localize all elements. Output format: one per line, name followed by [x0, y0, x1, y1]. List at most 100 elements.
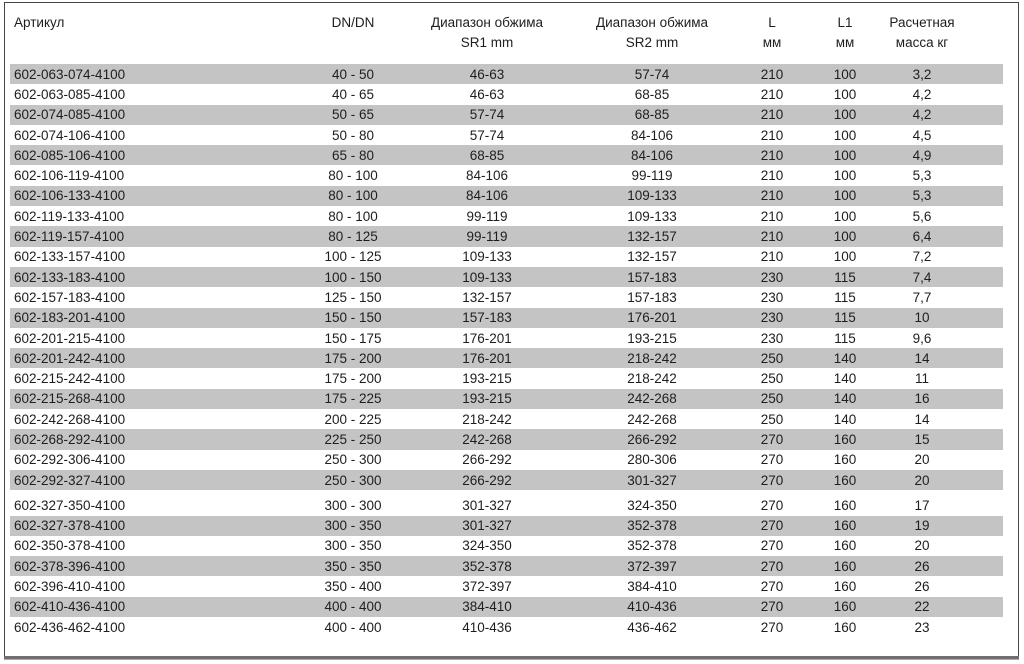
table-row: 602-292-327-4100 250 - 300 266-292 301-327 2…	[10, 469, 1003, 491]
cell-l1: 160	[833, 497, 857, 513]
cell-article: 602-133-183-4100	[14, 269, 126, 285]
column-header-mass-line1: Расчетная	[889, 15, 955, 30]
cell-sr1: 157-183	[462, 310, 512, 326]
cell-l: 210	[760, 147, 784, 163]
cell-sr2: 372-397	[627, 558, 677, 574]
cell-dn: 150 - 175	[324, 330, 382, 346]
cell-l: 270	[760, 579, 784, 595]
column-header-dn-line1: DN/DN	[331, 15, 375, 30]
group-spacer	[10, 490, 1003, 496]
table-row: 602-292-306-4100 250 - 300 266-292 280-306 2…	[10, 449, 1003, 470]
cell-dn: 80 - 100	[328, 188, 378, 204]
cell-article: 602-292-306-4100	[14, 452, 126, 468]
cell-dn: 80 - 125	[328, 229, 378, 245]
cell-sr1: 46-63	[469, 86, 505, 102]
cell-sr1: 324-350	[462, 538, 512, 554]
cell-article: 602-396-410-4100	[14, 579, 126, 595]
cell-mass: 4,5	[912, 127, 932, 143]
cell-mass: 14	[914, 350, 930, 366]
cell-article: 602-106-119-4100	[14, 168, 125, 184]
cell-sr1: 176-201	[462, 330, 512, 346]
cell-dn: 350 - 350	[324, 558, 382, 574]
column-header-l1-line1: L1	[837, 15, 853, 30]
cell-l: 250	[760, 371, 784, 387]
cell-sr2: 352-378	[627, 538, 677, 554]
cell-l1: 160	[833, 518, 857, 534]
table-row: 602-327-350-4100 300 - 300 301-327 324-350 2…	[10, 495, 1003, 516]
cell-mass: 26	[914, 558, 930, 574]
cell-sr2: 352-378	[627, 518, 677, 534]
cell-article: 602-063-074-4100	[14, 66, 126, 82]
cell-l1: 140	[833, 411, 857, 427]
cell-sr1: 109-133	[462, 249, 512, 265]
cell-article: 602-133-157-4100	[14, 249, 126, 265]
cell-l1: 115	[834, 310, 856, 326]
cell-l: 230	[760, 289, 784, 305]
cell-dn: 100 - 125	[324, 249, 382, 265]
cell-l: 210	[760, 229, 784, 245]
cell-sr2: 266-292	[627, 431, 677, 447]
cell-article: 602-410-436-4100	[14, 599, 126, 615]
cell-sr1: 109-133	[462, 269, 512, 285]
column-header-sr1: Диапазон обжима SR1 mm	[406, 13, 568, 53]
cell-sr2: 84-106	[630, 147, 674, 163]
cell-mass: 4,9	[912, 147, 932, 163]
cell-l1: 140	[833, 350, 857, 366]
cell-l1: 160	[833, 538, 857, 554]
cell-l: 250	[760, 391, 784, 407]
cell-dn: 150 - 150	[324, 310, 382, 326]
cell-article: 602-119-157-4100	[14, 229, 125, 245]
table-row: 602-119-133-4100 80 - 100 99-119 109-133 210…	[10, 206, 1003, 227]
column-header-dn: DN/DN	[300, 13, 406, 53]
column-header-sr1-line1: Диапазон обжима	[430, 15, 544, 30]
cell-article: 602-119-133-4100	[14, 208, 125, 224]
cell-mass: 5,3	[912, 168, 932, 184]
cell-article: 602-242-268-4100	[14, 411, 126, 427]
cell-mass: 19	[914, 518, 930, 534]
cell-l1: 115	[834, 269, 856, 285]
cell-article: 602-292-327-4100	[14, 472, 126, 488]
cell-sr1: 84-106	[465, 188, 509, 204]
table-row: 602-350-378-4100 300 - 350 324-350 352-378 2…	[10, 535, 1003, 557]
cell-l1: 100	[833, 86, 857, 102]
cell-sr2: 157-183	[627, 289, 677, 305]
cell-sr1: 193-215	[462, 371, 512, 387]
table-row: 602-119-157-4100 80 - 125 99-119 132-157 210…	[10, 226, 1003, 247]
cell-mass: 16	[914, 391, 930, 407]
column-header-article-line1: Артикул	[14, 15, 65, 30]
cell-sr2: 384-410	[627, 579, 677, 595]
column-header-mass-line2: масса кг	[895, 35, 949, 50]
cell-l1: 160	[833, 579, 857, 595]
cell-sr1: 132-157	[462, 289, 512, 305]
cell-article: 602-063-085-4100	[14, 86, 126, 102]
cell-mass: 7,2	[912, 249, 932, 265]
table-frame: Артикул DN/DN Диапазон обжима SR1 mm Диа…	[4, 2, 1019, 656]
column-header-dn-line2	[300, 33, 406, 53]
cell-sr1: 301-327	[462, 518, 512, 534]
cell-l1: 100	[833, 66, 857, 82]
cell-dn: 400 - 400	[324, 619, 382, 635]
cell-l: 230	[760, 330, 784, 346]
cell-l1: 100	[833, 168, 857, 184]
cell-sr2: 436-462	[627, 619, 677, 635]
cell-l: 270	[760, 538, 784, 554]
cell-article: 602-327-350-4100	[14, 497, 126, 513]
cell-mass: 20	[914, 472, 930, 488]
cell-l: 210	[760, 127, 784, 143]
cell-dn: 40 - 50	[331, 66, 375, 82]
cell-l1: 160	[833, 599, 857, 615]
cell-mass: 14	[914, 411, 930, 427]
column-header-article: Артикул	[10, 13, 300, 53]
column-header-l-line1: L	[768, 15, 776, 30]
cell-sr2: 68-85	[634, 86, 670, 102]
cell-mass: 11	[914, 371, 929, 387]
cell-mass: 7,7	[912, 289, 932, 305]
cell-l: 270	[760, 558, 784, 574]
cell-l: 270	[760, 518, 784, 534]
cell-l1: 140	[833, 371, 857, 387]
table-row: 602-242-268-4100 200 - 225 218-242 242-268 2…	[10, 409, 1003, 430]
cell-l: 270	[760, 472, 784, 488]
cell-sr2: 109-133	[627, 188, 677, 204]
cell-dn: 300 - 350	[324, 538, 382, 554]
